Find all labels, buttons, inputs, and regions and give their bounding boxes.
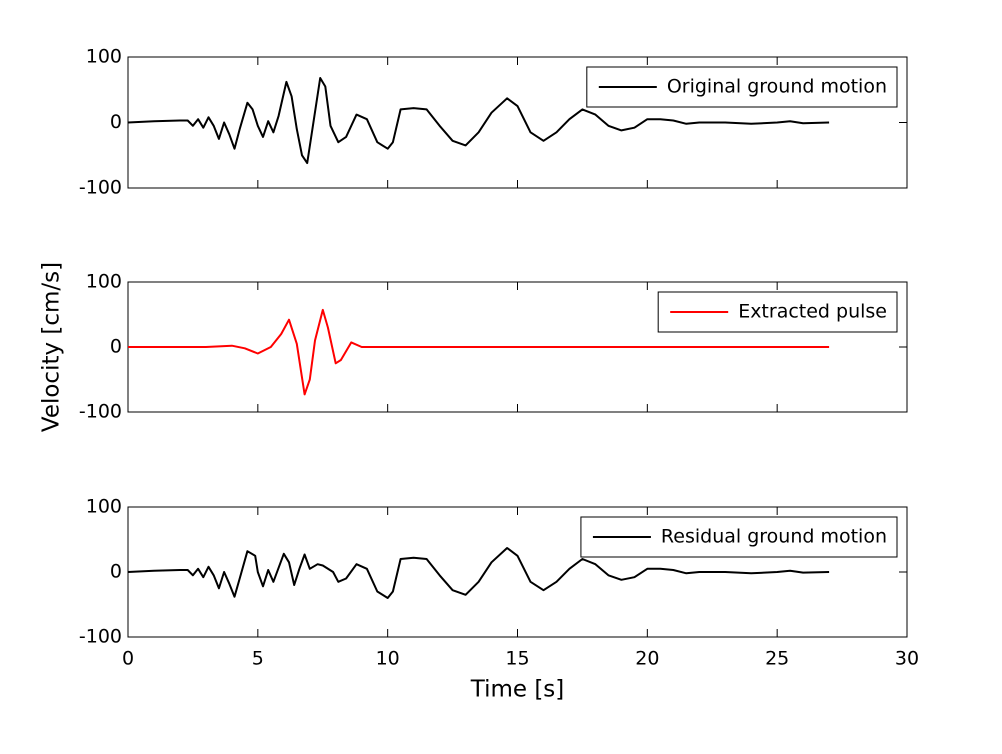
y-tick-label: 0 bbox=[110, 111, 122, 133]
x-tick-label: 5 bbox=[252, 648, 264, 670]
y-tick-label: 100 bbox=[86, 271, 122, 293]
series-line bbox=[128, 308, 830, 396]
y-axis-label: Velocity [cm/s] bbox=[39, 262, 65, 432]
legend-label: Extracted pulse bbox=[738, 301, 887, 323]
y-tick-label: 100 bbox=[86, 46, 122, 68]
x-tick-label: 30 bbox=[895, 648, 919, 670]
legend-label: Original ground motion bbox=[667, 76, 887, 98]
y-tick-label: -100 bbox=[79, 401, 122, 423]
legend: Residual ground motion bbox=[580, 516, 898, 558]
series-line bbox=[127, 547, 830, 599]
x-axis-label: Time [s] bbox=[470, 677, 565, 703]
series-line bbox=[127, 77, 830, 165]
x-tick-label: 0 bbox=[122, 648, 134, 670]
y-tick-label: 0 bbox=[110, 561, 122, 583]
y-tick-label: 100 bbox=[86, 496, 122, 518]
y-tick-label: -100 bbox=[79, 177, 122, 199]
y-tick-label: -100 bbox=[79, 626, 122, 648]
x-tick-label: 10 bbox=[376, 648, 400, 670]
x-tick-label: 25 bbox=[765, 648, 789, 670]
y-tick-label: 0 bbox=[110, 336, 122, 358]
x-tick-label: 15 bbox=[505, 648, 529, 670]
legend: Extracted pulse bbox=[657, 291, 898, 333]
legend: Original ground motion bbox=[586, 66, 898, 108]
legend-label: Residual ground motion bbox=[661, 526, 887, 548]
x-tick-label: 20 bbox=[635, 648, 659, 670]
